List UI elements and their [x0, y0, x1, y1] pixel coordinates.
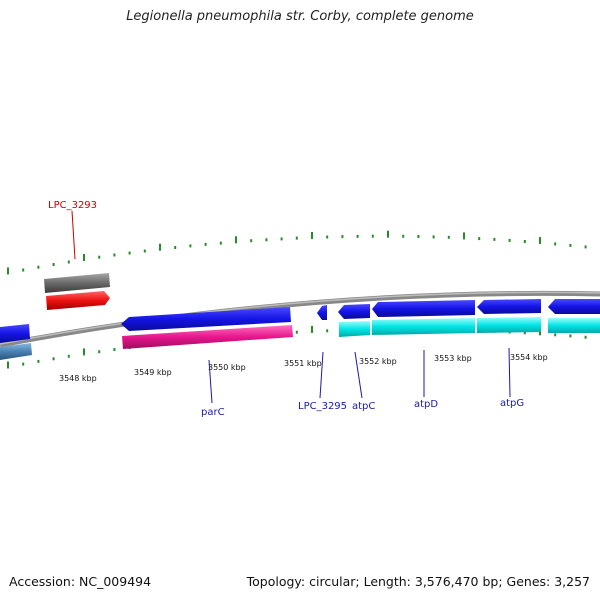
gene-atpG-cds[interactable] [477, 317, 541, 333]
gene-atpD-cds[interactable] [372, 318, 475, 335]
leader-parC [208, 359, 213, 404]
gene-atpD-feature[interactable] [372, 300, 475, 317]
gene-label-lpc3295[interactable]: LPC_3295 [298, 401, 347, 412]
map-title: Legionella pneumophila str. Corby, compl… [126, 9, 474, 24]
kbp-label-3554: 3554 kbp [510, 353, 548, 362]
gene-label-atpC[interactable]: atpC [352, 401, 375, 412]
gene-label-atpD[interactable]: atpD [414, 399, 438, 410]
accession-text: Accession: NC_009494 [9, 574, 152, 589]
gene-parC-cds[interactable] [122, 325, 293, 349]
outer-tick-ring [7, 230, 587, 275]
gene-cyan-right-edge[interactable] [548, 318, 600, 333]
kbp-label-3552: 3552 kbp [359, 357, 397, 366]
kbp-label-3550: 3550 kbp [208, 363, 246, 372]
gene-steel-left-edge[interactable] [0, 343, 32, 360]
kbp-label-3553: 3553 kbp [434, 354, 472, 363]
leader-atpC [354, 351, 363, 399]
genome-backbone [0, 290, 600, 348]
gene-grey-lpc3293[interactable] [44, 273, 110, 293]
gene-red-lpc3293[interactable] [46, 291, 110, 310]
leader-atpG [508, 347, 511, 398]
leader-lpc3295 [319, 351, 324, 399]
genome-summary-text: Topology: circular; Length: 3,576,470 bp… [246, 574, 590, 589]
gene-blue-left-edge[interactable] [0, 324, 30, 343]
gene-label-lpc3293[interactable]: LPC_3293 [48, 200, 97, 211]
gene-label-parC[interactable]: parC [201, 407, 225, 418]
gene-atpC-feature[interactable] [338, 304, 370, 319]
kbp-label-3548: 3548 kbp [59, 374, 97, 383]
gene-atpC-cds[interactable] [339, 321, 370, 337]
gene-blue-right-edge[interactable] [548, 299, 600, 314]
gene-label-atpG[interactable]: atpG [500, 398, 524, 409]
gene-lpc3295-feature[interactable] [317, 305, 327, 320]
leader-lpc3293 [71, 210, 76, 260]
gene-atpG-feature[interactable] [477, 299, 541, 314]
gene-parC-feature[interactable] [121, 307, 291, 331]
kbp-label-3549: 3549 kbp [134, 368, 172, 377]
kbp-label-3551: 3551 kbp [284, 359, 322, 368]
